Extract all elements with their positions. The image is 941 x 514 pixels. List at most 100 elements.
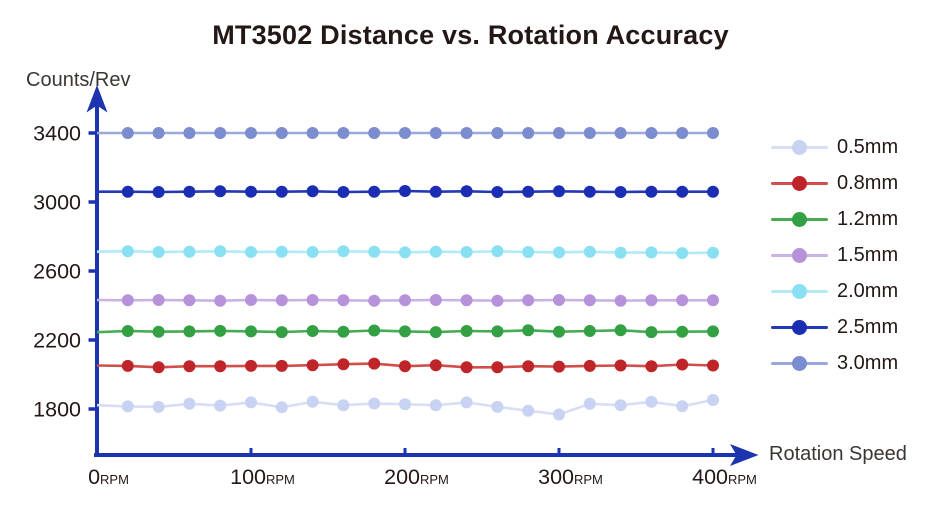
legend-marker-icon xyxy=(771,355,828,371)
data-point-2.0mm xyxy=(245,246,257,258)
data-point-2.0mm xyxy=(275,245,288,258)
data-point-0.5mm xyxy=(553,408,565,421)
data-point-1.2mm xyxy=(491,325,504,338)
data-point-0.5mm xyxy=(337,399,350,412)
data-point-2.5mm xyxy=(429,185,442,198)
legend-marker-icon xyxy=(771,211,828,227)
data-point-2.5mm xyxy=(553,185,565,198)
data-point-0.8mm xyxy=(645,360,658,373)
data-point-2.0mm xyxy=(614,246,627,259)
data-point-3.0mm xyxy=(645,127,658,139)
data-point-3.0mm xyxy=(275,127,288,139)
data-point-1.2mm xyxy=(183,325,196,338)
data-point-1.2mm xyxy=(645,326,658,339)
data-point-1.2mm xyxy=(368,324,381,337)
data-point-2.5mm xyxy=(368,185,381,198)
legend-marker-icon xyxy=(771,319,828,335)
data-point-0.5mm xyxy=(214,399,227,412)
data-point-1.2mm xyxy=(614,324,627,337)
data-point-0.8mm xyxy=(152,361,165,374)
data-point-1.5mm xyxy=(522,294,535,307)
data-point-3.0mm xyxy=(337,127,350,139)
data-point-3.0mm xyxy=(522,127,535,139)
data-point-0.5mm xyxy=(368,397,381,410)
data-point-3.0mm xyxy=(306,127,319,139)
data-point-3.0mm xyxy=(553,127,565,139)
data-point-2.5mm xyxy=(399,185,411,197)
data-point-1.5mm xyxy=(553,294,565,306)
data-point-2.0mm xyxy=(553,246,565,259)
data-point-0.8mm xyxy=(491,361,504,374)
data-point-2.0mm xyxy=(214,245,227,258)
data-point-1.5mm xyxy=(183,294,196,307)
data-point-1.2mm xyxy=(214,324,227,337)
data-point-0.8mm xyxy=(121,359,134,372)
y-tick-label: 2200 xyxy=(33,329,81,353)
data-point-3.0mm xyxy=(121,127,134,139)
data-point-1.2mm xyxy=(522,324,535,337)
data-point-0.5mm xyxy=(183,397,196,410)
legend-label: 1.5mm xyxy=(837,243,899,266)
data-point-3.0mm xyxy=(399,127,411,139)
data-point-1.2mm xyxy=(553,325,565,338)
data-point-0.8mm xyxy=(214,360,227,373)
data-point-0.5mm xyxy=(491,400,504,413)
data-point-1.5mm xyxy=(245,294,257,306)
data-point-3.0mm xyxy=(707,127,719,139)
x-axis-arrow-icon xyxy=(730,444,759,466)
legend-label: 2.5mm xyxy=(837,315,899,338)
data-point-3.0mm xyxy=(583,127,596,139)
x-tick-label: 200RPM xyxy=(384,465,449,489)
data-point-3.0mm xyxy=(491,127,504,139)
data-point-0.5mm xyxy=(676,400,689,413)
data-point-0.5mm xyxy=(429,399,442,412)
data-point-0.8mm xyxy=(306,359,319,372)
data-point-1.5mm xyxy=(460,294,473,307)
data-point-1.5mm xyxy=(676,294,689,307)
data-point-1.5mm xyxy=(614,294,627,307)
y-tick-label: 2600 xyxy=(33,260,81,284)
data-point-2.5mm xyxy=(614,186,627,198)
x-tick-label: 100RPM xyxy=(230,465,295,489)
data-point-2.0mm xyxy=(368,245,381,258)
data-point-0.8mm xyxy=(583,359,596,372)
data-point-2.0mm xyxy=(676,247,689,260)
data-point-1.5mm xyxy=(337,294,350,307)
data-point-0.5mm xyxy=(583,397,596,410)
data-point-2.0mm xyxy=(583,245,596,258)
data-point-2.5mm xyxy=(306,185,319,198)
data-point-1.5mm xyxy=(306,294,319,306)
data-point-1.2mm xyxy=(245,325,257,338)
data-point-0.8mm xyxy=(460,361,473,374)
legend-label: 0.8mm xyxy=(837,171,899,194)
data-point-1.2mm xyxy=(337,325,350,338)
legend-label: 1.2mm xyxy=(837,207,899,230)
data-point-2.5mm xyxy=(275,185,288,198)
data-point-2.5mm xyxy=(214,185,227,198)
data-point-2.5mm xyxy=(645,185,658,198)
data-point-1.2mm xyxy=(583,325,596,337)
data-point-2.5mm xyxy=(707,185,719,198)
data-point-3.0mm xyxy=(368,127,381,139)
legend-label: 3.0mm xyxy=(837,351,899,374)
data-point-1.5mm xyxy=(429,294,442,306)
data-point-1.5mm xyxy=(707,294,719,307)
data-point-1.5mm xyxy=(645,294,658,307)
legend-item-1.5mm: 1.5mm xyxy=(771,237,898,273)
data-point-0.5mm xyxy=(645,395,658,408)
data-point-2.0mm xyxy=(152,246,165,258)
data-point-0.8mm xyxy=(553,360,565,373)
data-point-0.8mm xyxy=(245,359,257,372)
x-tick-label: 400RPM xyxy=(692,465,757,489)
legend: 0.5mm 0.8mm 1.2mm 1.5mm 2.0mm 2.5mm 3.0mm xyxy=(771,129,898,381)
data-point-2.5mm xyxy=(522,185,535,198)
x-tick-label: 0RPM xyxy=(88,465,129,489)
data-point-1.2mm xyxy=(121,325,134,337)
data-point-1.2mm xyxy=(460,325,473,337)
data-point-0.5mm xyxy=(245,396,257,409)
legend-item-3.0mm: 3.0mm xyxy=(771,345,898,381)
data-point-2.5mm xyxy=(121,185,134,198)
data-point-0.8mm xyxy=(429,359,442,372)
legend-item-2.0mm: 2.0mm xyxy=(771,273,898,309)
